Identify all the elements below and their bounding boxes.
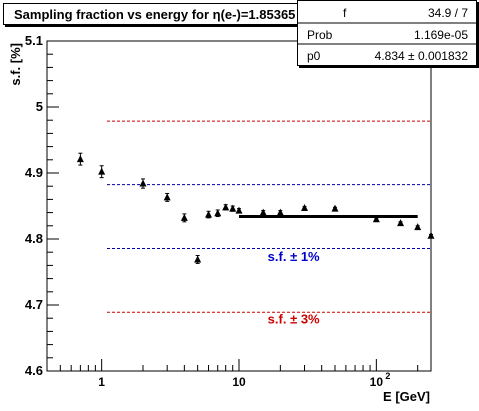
data-point [76,155,84,163]
y-tick-label: 5.1 [25,33,43,48]
stats-value: 34.9 / 7 [427,6,468,20]
data-point [163,193,171,201]
stats-row-chi2: f 34.9 / 7 [298,2,476,23]
stats-value: 4.834 ± 0.001832 [374,49,468,63]
x-axis-title: E [GeV] [383,389,430,404]
data-point [98,167,106,175]
stats-box-lines [298,22,478,45]
plot-title: Sampling fraction vs energy for η(e-)=1.… [3,3,339,25]
y-tick-label: 4.9 [25,165,43,180]
plot-axes [46,40,432,372]
x-tick-label: 10 [232,375,246,389]
data-points [76,152,435,264]
data-point [214,209,222,217]
band-label: s.f. ± 3% [268,311,320,326]
data-point [397,219,405,227]
stats-row-p0: p0 4.834 ± 0.001832 [298,45,476,66]
y-tick-label: 4.7 [25,297,43,312]
y-tick-label: 5 [36,99,43,114]
stats-key: f [343,6,347,20]
stats-key: p0 [307,49,321,63]
y-axis-title: s.f. [%] [8,43,23,86]
plot-title-eta: η(e-)=1.85365 [212,7,296,22]
stats-row-prob: Prob 1.169e-05 [298,24,476,45]
data-point [331,204,339,212]
data-point [180,213,188,221]
data-point [301,203,309,211]
stats-value: 1.169e-05 [413,28,468,42]
data-point [139,179,147,187]
tolerance-bands [107,120,431,313]
data-point [259,208,267,216]
data-point [222,203,230,211]
data-point [427,231,435,239]
data-point [194,255,202,263]
data-point [276,208,284,216]
data-point [372,215,380,223]
y-tick-label: 4.8 [25,231,43,246]
stats-key: Prob [307,28,333,42]
y-tick-label: 4.6 [25,363,43,378]
x-tick-label-exponent: 2 [385,371,390,381]
data-point [414,223,422,231]
fit-stats-box: f 34.9 / 7 Prob 1.169e-05 p0 4.834 ± 0.0… [297,0,478,66]
band-label: s.f. ± 1% [268,249,320,264]
plot-frame [46,40,432,372]
data-point [205,210,213,218]
x-tick-label: 1 [98,375,105,389]
data-point [229,204,237,212]
x-tick-label: 10 [370,375,384,389]
axis-labels: 4.64.74.84.955.11 10 10 2E [GeV]s.f. [%]s.f… [8,33,430,404]
plot-title-prefix: Sampling fraction vs energy for [14,7,213,22]
data-point [235,206,243,214]
